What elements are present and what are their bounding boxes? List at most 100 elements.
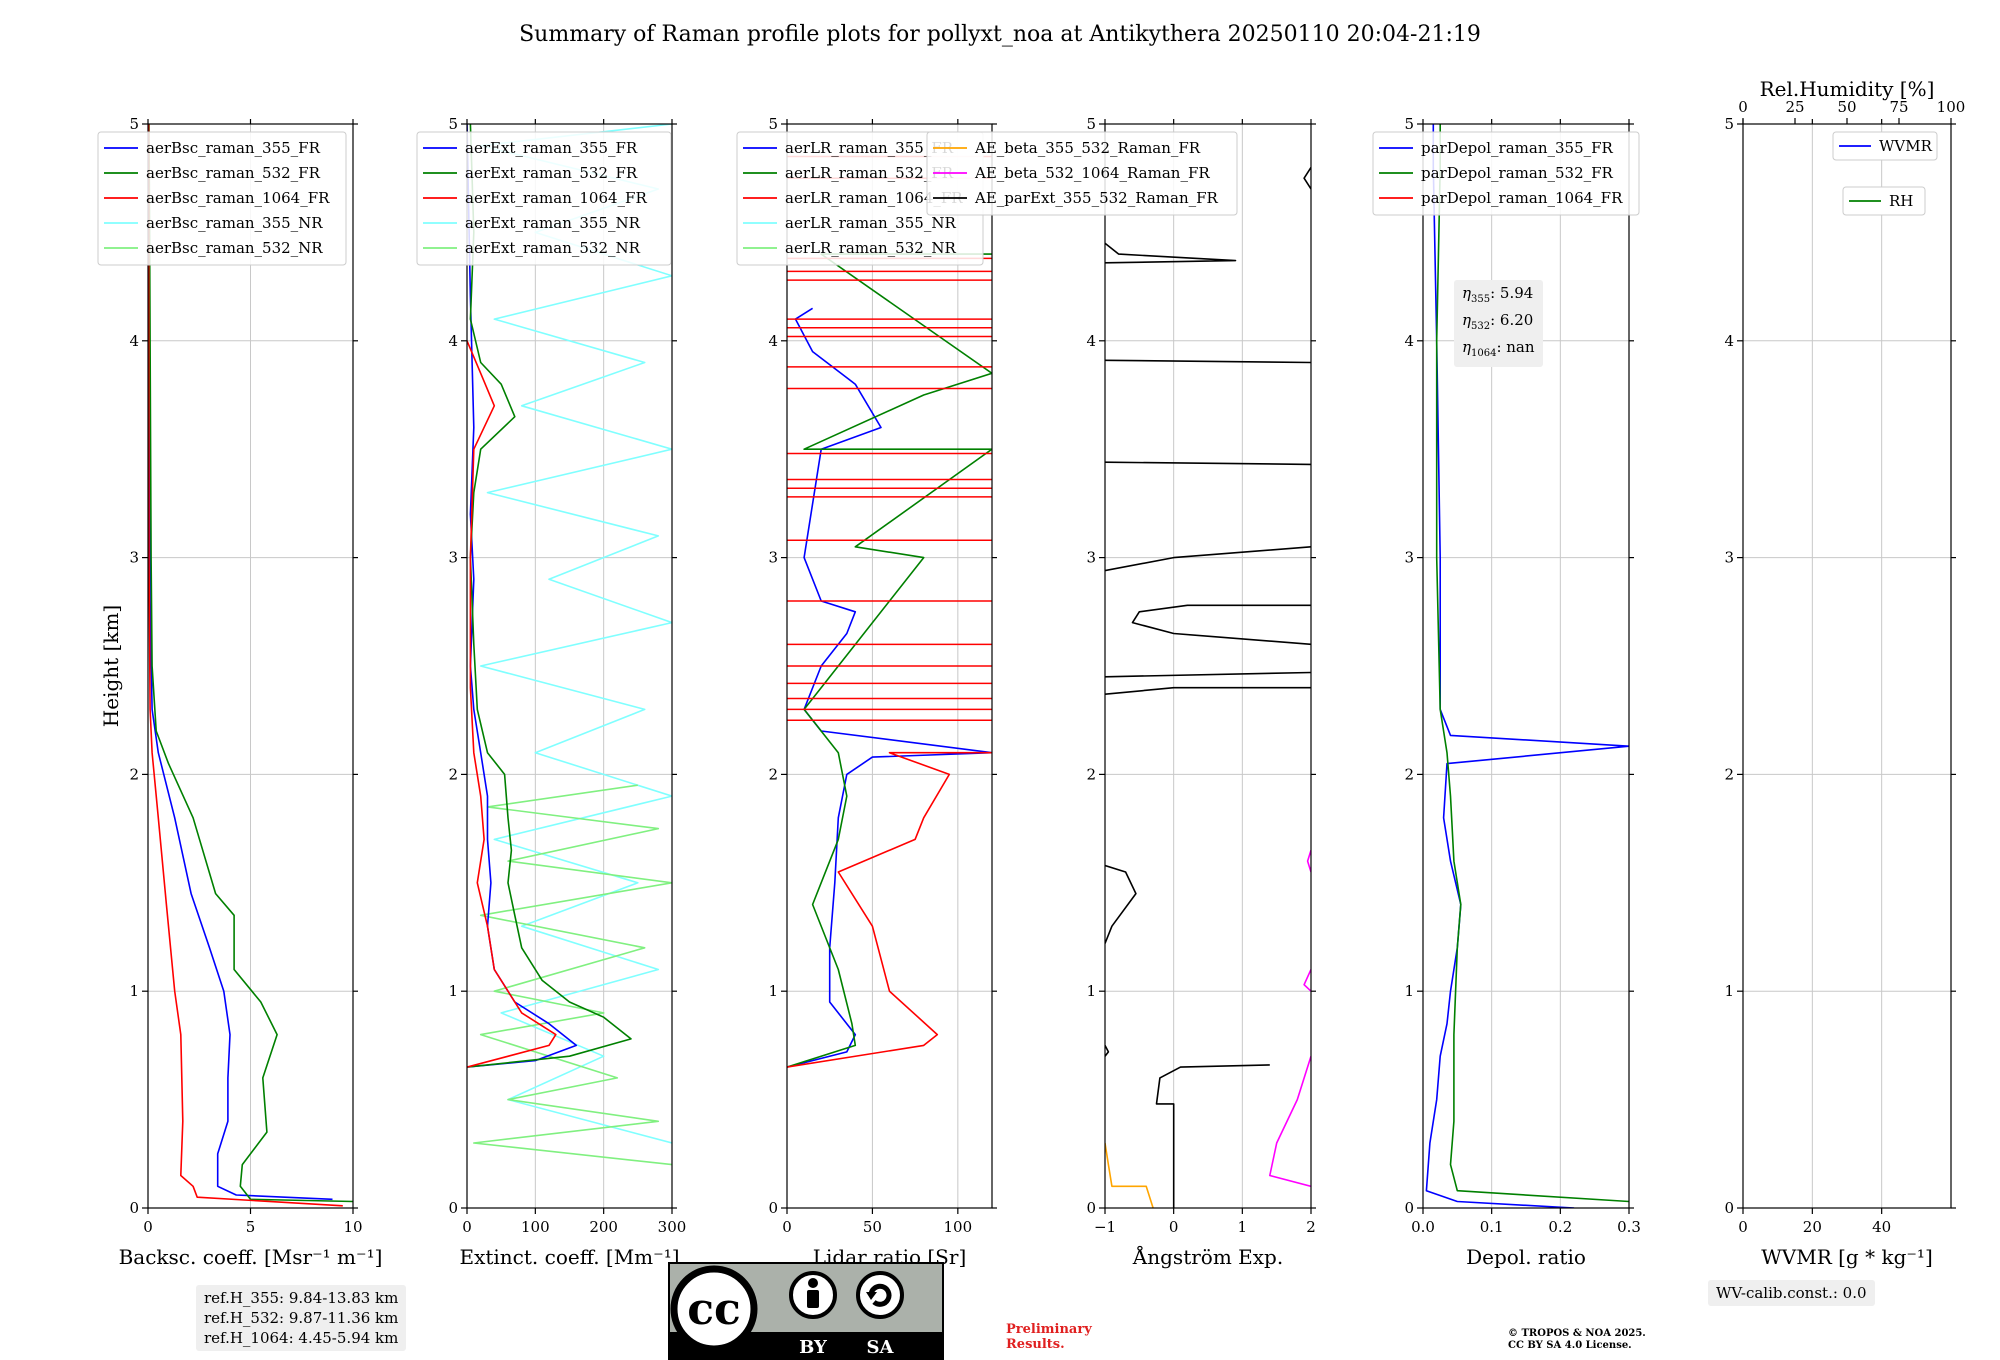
legend-label: aerBsc_raman_1064_FR <box>146 189 330 207</box>
x-tick-label: 0 <box>1738 1218 1748 1236</box>
y-tick-label: 1 <box>1724 982 1734 1000</box>
angstrom-segment <box>1105 686 1311 695</box>
legend-label: aerExt_raman_355_FR <box>465 139 638 157</box>
x-tick-label: 50 <box>863 1218 882 1236</box>
data-angstrom <box>1105 166 1311 1208</box>
x-tick-label: 40 <box>1872 1218 1891 1236</box>
legend-label: aerExt_raman_532_NR <box>465 239 641 257</box>
y-tick-label: 4 <box>1404 332 1414 350</box>
series-aerExt_raman_532_FR <box>467 124 632 1068</box>
y-tick-label: 4 <box>129 332 139 350</box>
sa-label: SA <box>867 1337 895 1358</box>
panel-extinction: 0 1 2 3 4 5 0 100 200 300 Extinct. coeff. [Mm⁻¹] ae… <box>416 115 686 1269</box>
top-x-axis-label: Rel.Humidity [%] <box>1760 77 1935 101</box>
y-tick-label: 4 <box>448 332 458 350</box>
x-tick-label: 0 <box>462 1218 472 1236</box>
top-x-tick-label: 0 <box>1738 98 1748 116</box>
y-tick-label: 5 <box>1086 115 1096 133</box>
data-lidar_ratio <box>787 155 992 1068</box>
legend-label: aerExt_raman_532_FR <box>465 164 638 182</box>
series-aerExt_raman_355_FR <box>467 124 578 1068</box>
angstrom-segment <box>1105 671 1311 678</box>
panel-depol: 0 1 2 3 4 5 0.0 0.1 0.2 0.3 Depol. ratio parDepol_r… <box>1372 115 1641 1269</box>
x-tick-label: 0 <box>782 1218 792 1236</box>
y-tick-label: 2 <box>1724 765 1734 783</box>
preliminary-note: Preliminary Results. <box>1006 1322 1092 1352</box>
x-tick-label: 100 <box>944 1218 973 1236</box>
x-axis-label: WVMR [g * kg⁻¹] <box>1761 1245 1933 1269</box>
x-tick-label: 1 <box>1238 1218 1248 1236</box>
y-tick-label: 2 <box>1086 765 1096 783</box>
x-axis-label: Depol. ratio <box>1466 1245 1586 1269</box>
legend-label: aerExt_raman_1064_FR <box>465 189 647 207</box>
legend-box <box>1842 186 1926 216</box>
legend-label: aerLR_raman_355_NR <box>785 214 956 232</box>
reference-height-box: ref.H_355: 9.84-13.83 km ref.H_532: 9.87… <box>196 1285 407 1351</box>
axes-frame <box>466 123 673 1209</box>
x-tick-label: 200 <box>589 1218 618 1236</box>
angstrom-segment <box>1105 546 1311 572</box>
legend-label: aerExt_raman_355_NR <box>465 214 641 232</box>
series-aerLR_raman_355_FR <box>787 307 992 1068</box>
legend-label: RH <box>1889 192 1913 210</box>
eta-532: η532: 6.20 <box>1462 311 1534 332</box>
y-tick-label: 1 <box>448 982 458 1000</box>
eta-annotation-box: η355: 5.94 η532: 6.20 η1064: nan <box>1454 280 1543 367</box>
legend-label: parDepol_raman_1064_FR <box>1421 189 1623 207</box>
x-tick-label: 0.1 <box>1480 1218 1504 1236</box>
angstrom-segment <box>1105 1045 1110 1057</box>
legend-box <box>416 131 672 266</box>
series-aerBsc_raman_1064_FR <box>148 124 343 1207</box>
series-aerBsc_raman_532_FR <box>148 124 353 1203</box>
y-tick-label: 1 <box>129 982 139 1000</box>
y-tick-label: 0 <box>1404 1199 1414 1217</box>
legend-label: parDepol_raman_355_FR <box>1421 139 1614 157</box>
x-axis-label: Extinct. coeff. [Mm⁻¹] <box>459 1245 679 1269</box>
top-x-tick-label: 75 <box>1889 98 1908 116</box>
cc-license-badge: cc BY SA <box>668 1262 944 1360</box>
y-tick-label: 5 <box>1404 115 1414 133</box>
y-tick-label: 0 <box>1086 1199 1096 1217</box>
y-tick-label: 4 <box>1086 332 1096 350</box>
legend-label: aerLR_raman_532_NR <box>785 239 956 257</box>
legend-box <box>1372 131 1640 216</box>
y-tick-label: 3 <box>1404 549 1414 567</box>
y-tick-label: 4 <box>768 332 778 350</box>
series-parDepol_raman_355_FR <box>1425 124 1629 1208</box>
y-tick-label: 1 <box>768 982 778 1000</box>
series-aerLR_raman_532_FR <box>787 253 992 1068</box>
legend-label: parDepol_raman_532_FR <box>1421 164 1614 182</box>
angstrom-segment <box>1105 242 1237 264</box>
ref-height-355: ref.H_355: 9.84-13.83 km <box>204 1289 399 1307</box>
y-axis-label: Height [km] <box>99 605 123 727</box>
eta-1064: η1064: nan <box>1462 338 1535 359</box>
series-aerExt_raman_1064_FR <box>467 340 557 1068</box>
legend-box <box>97 131 347 266</box>
y-tick-label: 2 <box>129 765 139 783</box>
y-tick-label: 5 <box>129 115 139 133</box>
eta-355: η355: 5.94 <box>1462 284 1534 305</box>
angstrom-segment <box>1303 166 1311 190</box>
series-aerExt_raman_355_NR <box>479 124 672 1144</box>
legend-label: AE_parExt_355_532_Raman_FR <box>974 189 1219 207</box>
by-label: BY <box>799 1337 828 1358</box>
data-extinction <box>467 124 672 1166</box>
angstrom-segment <box>1303 969 1311 992</box>
series-aerExt_raman_532_NR <box>472 784 672 1166</box>
y-tick-label: 3 <box>1086 549 1096 567</box>
legend-label: aerLR_raman_1064_FR <box>785 189 963 207</box>
y-tick-label: 4 <box>1724 332 1734 350</box>
top-x-tick-label: 25 <box>1785 98 1804 116</box>
y-tick-label: 5 <box>768 115 778 133</box>
y-tick-label: 1 <box>1086 982 1096 1000</box>
x-tick-label: 5 <box>246 1218 256 1236</box>
y-tick-label: 2 <box>1404 765 1414 783</box>
x-tick-label: 10 <box>343 1218 362 1236</box>
cc-logo-text: cc <box>687 1284 741 1335</box>
page-title: Summary of Raman profile plots for polly… <box>519 22 1481 47</box>
x-tick-label: 0.3 <box>1617 1218 1641 1236</box>
legend-label: aerBsc_raman_532_NR <box>146 239 323 257</box>
